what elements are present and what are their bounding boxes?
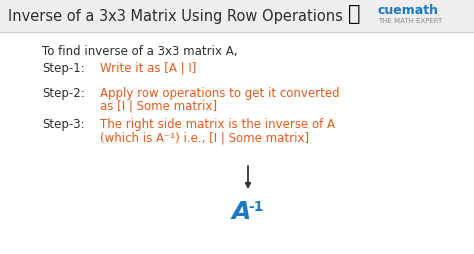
Text: Step-1:: Step-1: [42,62,85,75]
Text: THE MATH EXPERT: THE MATH EXPERT [378,18,442,24]
Bar [0,0,474,32]
Text: Apply row operations to get it converted: Apply row operations to get it converted [100,87,340,100]
Text: Step-3:: Step-3: [42,118,85,131]
Text: -1: -1 [248,200,264,214]
Text: A: A [232,200,251,224]
Text: cuemath: cuemath [378,5,439,18]
Text: 🚀: 🚀 [348,4,361,24]
Text: (which is A⁻¹) i.e., [I | Some matrix]: (which is A⁻¹) i.e., [I | Some matrix] [100,131,309,144]
Text: Write it as [A | I]: Write it as [A | I] [100,62,196,75]
Text: To find inverse of a 3x3 matrix A,: To find inverse of a 3x3 matrix A, [42,45,237,58]
Text: Inverse of a 3x3 Matrix Using Row Operations: Inverse of a 3x3 Matrix Using Row Operat… [8,8,343,24]
Text: The right side matrix is the inverse of A: The right side matrix is the inverse of … [100,118,335,131]
Text: as [I | Some matrix]: as [I | Some matrix] [100,100,217,113]
Text: Step-2:: Step-2: [42,87,85,100]
